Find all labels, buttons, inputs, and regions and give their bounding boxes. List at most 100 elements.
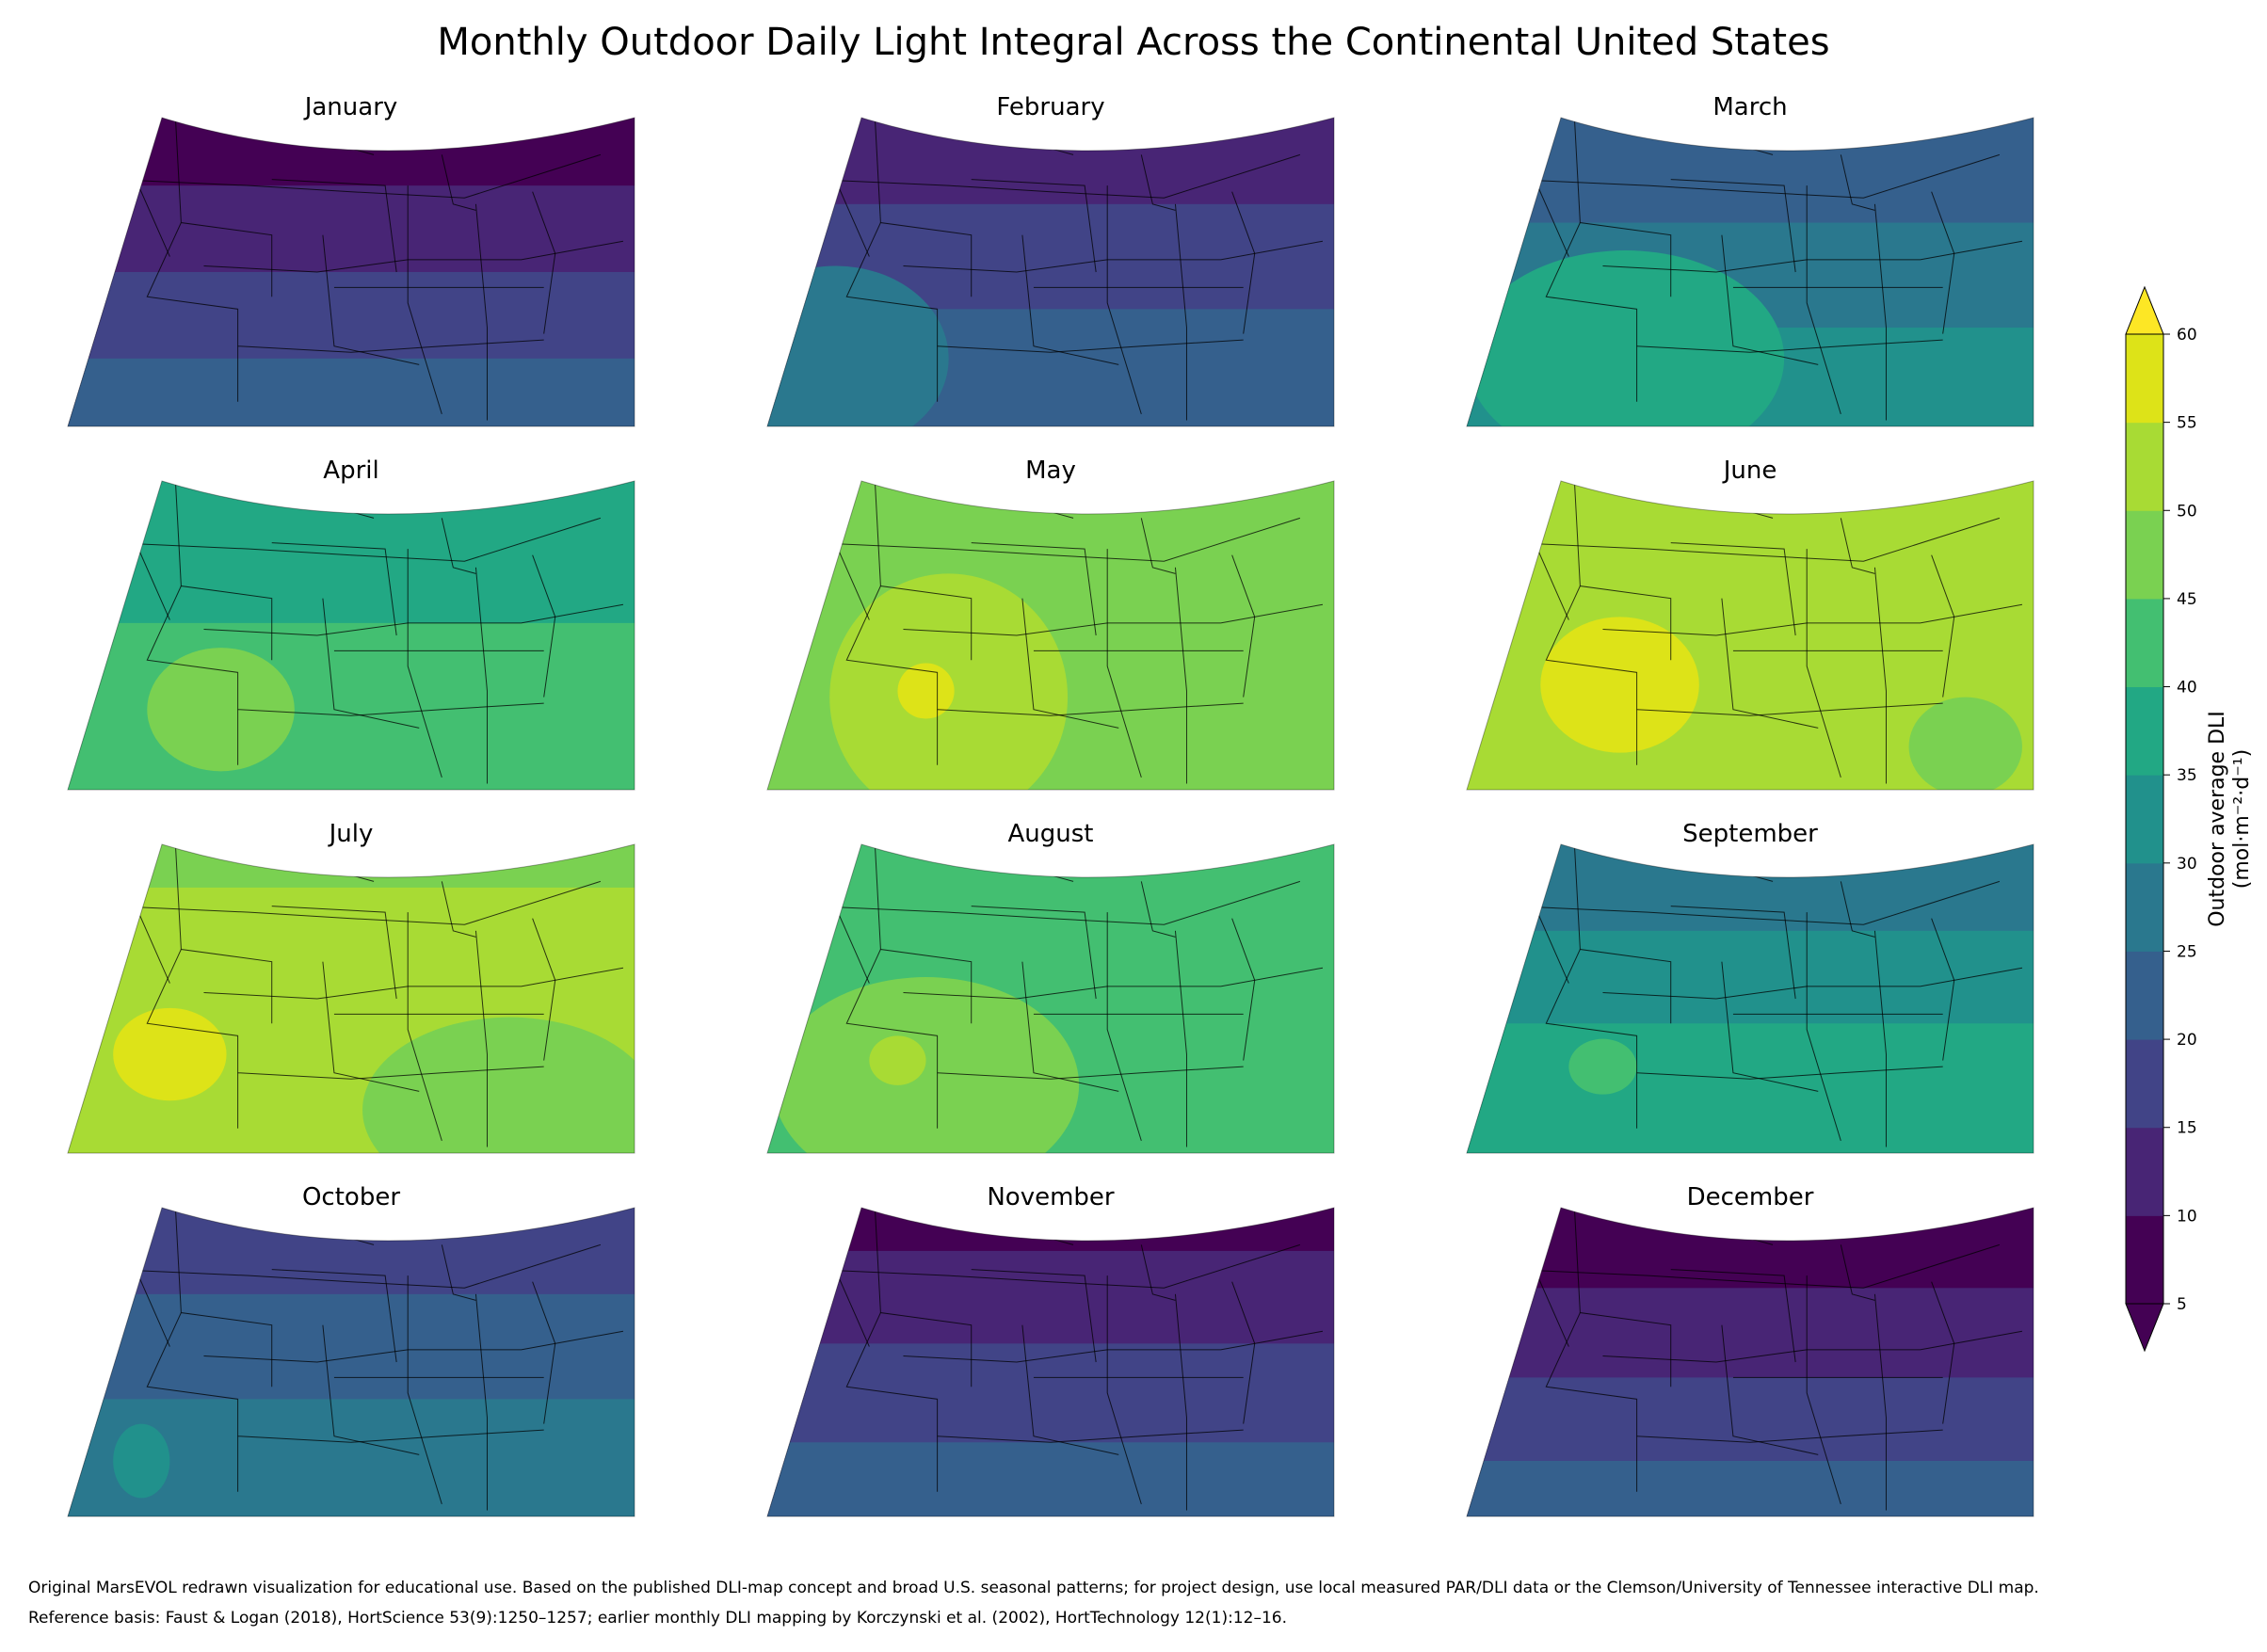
map-outline	[67, 1207, 635, 1517]
state-boundary	[1749, 118, 1774, 155]
state-boundary	[1636, 1066, 1943, 1080]
state-boundary	[350, 481, 375, 519]
panel-title: September	[1682, 820, 1818, 848]
map-panel-april: April	[67, 457, 635, 791]
state-boundary	[1806, 1275, 1841, 1505]
state-boundary	[1840, 881, 1875, 938]
map-panel-march: March	[1466, 93, 2034, 427]
dli-band	[1467, 1023, 2034, 1153]
state-boundary	[1873, 567, 1887, 784]
panel-title: November	[987, 1183, 1115, 1211]
state-boundary	[971, 542, 1097, 636]
colorbar-under-arrow	[2125, 1303, 2164, 1353]
state-boundary	[1721, 598, 1819, 729]
state-boundary	[146, 1312, 239, 1492]
state-boundary	[971, 906, 1097, 1000]
map-panel-october: October	[67, 1183, 635, 1517]
state-boundary	[903, 967, 1324, 1000]
state-boundary	[1140, 1244, 1176, 1301]
state-boundary	[474, 930, 488, 1147]
state-boundary	[1512, 880, 2001, 925]
state-boundary	[441, 154, 476, 211]
state-boundary	[113, 517, 602, 562]
colorbar-tick-label: 25	[2177, 942, 2197, 961]
state-boundary	[1140, 518, 1176, 574]
state-boundary	[1670, 542, 1796, 636]
colorbar-segment	[2126, 686, 2163, 776]
state-boundary	[1512, 517, 2001, 562]
dli-contours	[1467, 844, 2034, 1153]
map-outline	[67, 843, 635, 1154]
state-boundary	[1050, 481, 1074, 519]
state-boundary	[1106, 1275, 1142, 1505]
dli-zone	[897, 663, 955, 719]
state-boundary	[1140, 154, 1176, 211]
colorbar-segment	[2126, 422, 2163, 511]
state-boundary	[1636, 1429, 1943, 1443]
state-boundary	[1721, 1324, 1819, 1455]
state-boundary	[203, 240, 624, 273]
colorbar-segment	[2126, 510, 2163, 600]
state-boundary	[1573, 844, 1672, 1024]
state-boundary	[874, 1208, 973, 1387]
map-panel-june: June	[1466, 457, 2034, 791]
state-boundary	[271, 1269, 397, 1363]
dli-zone	[869, 1035, 926, 1085]
dli-contours	[1467, 481, 2034, 790]
state-boundary	[271, 542, 397, 636]
state-boundary	[441, 518, 476, 574]
panel-title: June	[1722, 457, 1777, 485]
colorbar-segment	[2126, 1127, 2163, 1216]
map-panel-january: January	[67, 93, 635, 427]
state-boundary	[1512, 153, 2001, 199]
colorbar-tick-label: 30	[2177, 855, 2197, 874]
state-boundary	[1873, 1293, 1887, 1511]
state-boundary	[174, 481, 273, 661]
state-boundary	[812, 153, 1301, 199]
state-boundary	[1749, 844, 1774, 882]
dli-contours	[767, 118, 1334, 426]
state-boundary	[1021, 1324, 1119, 1455]
dli-contours	[1467, 118, 2034, 426]
state-boundary	[845, 585, 939, 765]
colorbar-tick-label: 40	[2177, 679, 2197, 698]
state-boundary	[203, 603, 624, 636]
map-outline	[67, 117, 635, 427]
state-boundary	[237, 702, 544, 716]
state-boundary	[1140, 881, 1176, 938]
map-panel-july: July	[67, 820, 635, 1154]
state-boundary	[474, 203, 488, 421]
state-boundary	[1512, 1243, 2001, 1289]
state-boundary	[1050, 118, 1074, 155]
colorbar-tick-label: 15	[2177, 1119, 2197, 1138]
colorbar-tick-label: 55	[2177, 414, 2197, 433]
state-boundary	[903, 240, 1324, 273]
state-boundary	[174, 118, 273, 297]
state-boundary	[874, 118, 973, 297]
colorbar-segment	[2126, 1039, 2163, 1129]
map-outline	[1466, 117, 2034, 427]
dli-contours	[68, 118, 635, 426]
dli-band	[68, 358, 635, 426]
state-boundary	[203, 967, 624, 1000]
dli-contours	[1467, 1208, 2034, 1516]
state-boundary	[1636, 339, 1943, 353]
colorbar-segment	[2126, 598, 2163, 688]
dli-contours	[767, 1208, 1334, 1516]
state-boundary	[903, 603, 1324, 636]
state-boundary	[1106, 549, 1142, 778]
map-outline	[1466, 843, 2034, 1154]
colorbar-tick-label: 50	[2177, 502, 2197, 521]
state-boundary	[1545, 585, 1638, 765]
state-boundary	[1174, 203, 1187, 421]
colorbar-segment	[2126, 951, 2163, 1040]
state-boundary	[1174, 567, 1187, 784]
state-boundary	[812, 1243, 1301, 1289]
state-boundary	[1545, 1312, 1638, 1492]
dli-zone	[767, 265, 949, 426]
state-boundary	[1721, 961, 1819, 1092]
map-panel-february: February	[766, 93, 1335, 427]
colorbar-tick-label: 60	[2177, 326, 2197, 345]
